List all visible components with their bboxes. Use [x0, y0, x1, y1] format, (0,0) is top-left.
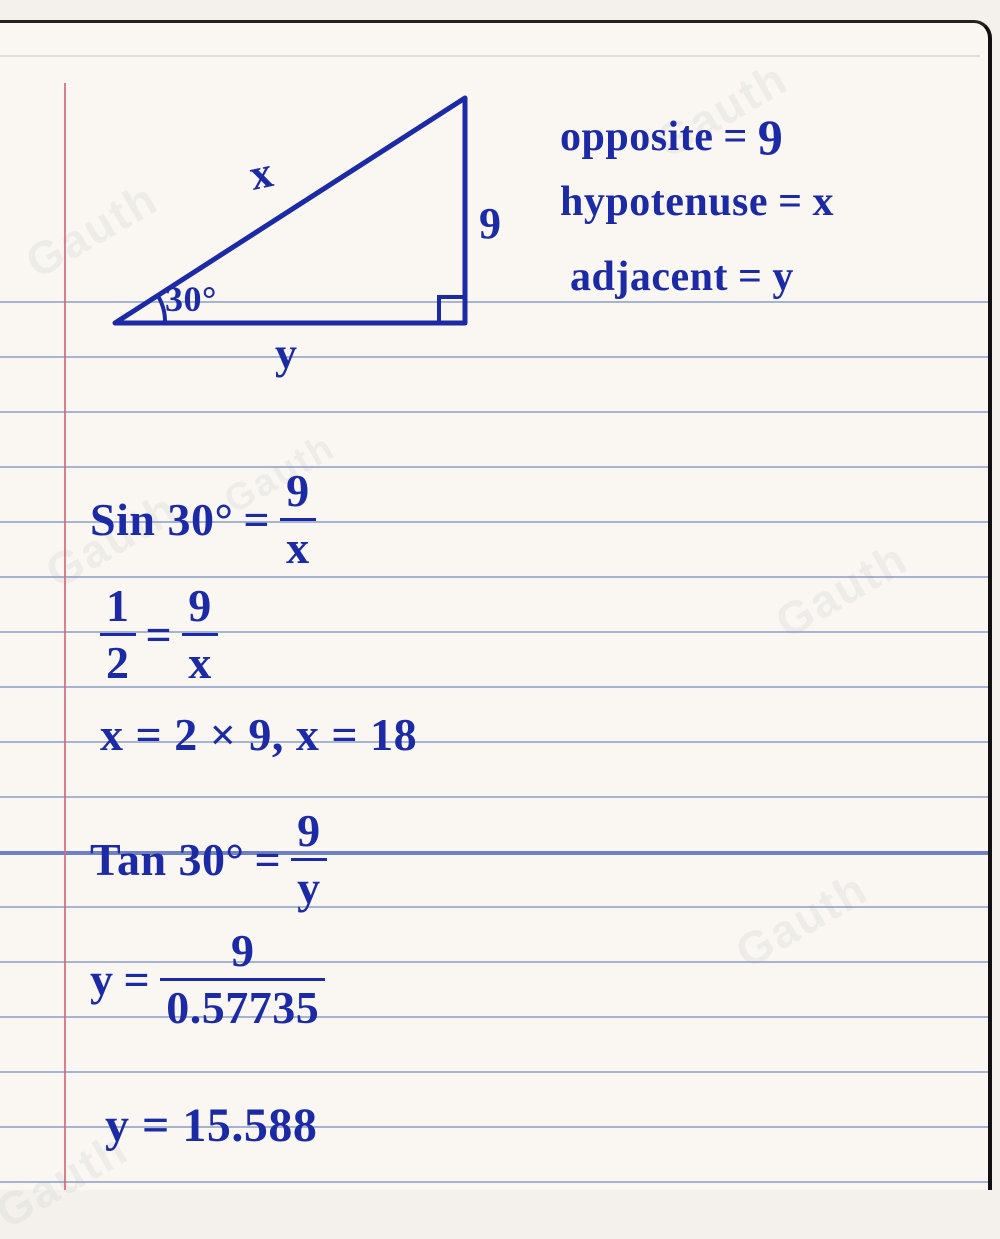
note-adjacent: adjacent = y [570, 253, 794, 301]
note-rhs: y [772, 253, 794, 301]
eq-lhs: y [90, 953, 114, 1006]
numerator: 9 [160, 928, 325, 976]
denominator: y [291, 863, 327, 911]
eq-lhs: Tan 30° [90, 833, 244, 886]
fraction-right: 9 x [182, 583, 218, 686]
eq-half-equals: 1 2 = 9 x [100, 583, 218, 686]
fraction-left: 1 2 [100, 583, 136, 686]
angle-label: 30° [165, 278, 217, 320]
fraction-bar [280, 518, 316, 521]
fraction-bar [291, 858, 327, 861]
note-rhs: x [813, 178, 835, 226]
fraction-bar [160, 978, 325, 981]
margin-line [64, 83, 66, 1190]
numerator: 9 [280, 468, 316, 516]
note-lhs: hypotenuse [560, 178, 768, 226]
eq-sin30: Sin 30° = 9 x [90, 468, 316, 571]
numerator: 1 [100, 583, 136, 631]
adjacent-label: y [275, 328, 298, 379]
equals-sign: = [738, 253, 762, 301]
fraction: 9 0.57735 [160, 928, 325, 1031]
note-hypotenuse: hypotenuse = x [560, 178, 834, 226]
eq-y-result: y = 15.588 [105, 1098, 317, 1153]
equals-sign: = [778, 178, 802, 226]
fraction-bar [100, 633, 136, 636]
fraction: 9 x [280, 468, 316, 571]
eq-x-solve: x = 2 × 9, x = 18 [100, 708, 417, 761]
equals-sign: = [723, 113, 747, 161]
denominator: 0.57735 [160, 983, 325, 1031]
opposite-label: 9 [479, 198, 502, 249]
note-lhs: adjacent [570, 253, 728, 301]
fraction: 9 y [291, 808, 327, 911]
eq-lhs: Sin 30° [90, 493, 233, 546]
equals-sign: = [243, 493, 270, 546]
numerator: 9 [182, 583, 218, 631]
denominator: 2 [100, 638, 136, 686]
notebook-page: Gauth Gauth Gauth Gauth Gauth Gauth Gaut… [0, 20, 992, 1190]
note-rhs: 9 [758, 108, 784, 166]
right-angle-box [439, 297, 465, 323]
eq-y-frac: y = 9 0.57735 [90, 928, 325, 1031]
angle-arc [158, 296, 165, 323]
numerator: 9 [291, 808, 327, 856]
triangle-figure: x 9 y 30° [95, 78, 495, 378]
equals-sign: = [254, 833, 281, 886]
fraction-bar [182, 633, 218, 636]
equals-sign: = [146, 608, 173, 661]
denominator: x [280, 523, 316, 571]
equals-sign: = [124, 953, 151, 1006]
note-opposite: opposite = 9 [560, 108, 783, 166]
denominator: x [182, 638, 218, 686]
eq-tan30: Tan 30° = 9 y [90, 808, 327, 911]
note-lhs: opposite [560, 113, 713, 161]
